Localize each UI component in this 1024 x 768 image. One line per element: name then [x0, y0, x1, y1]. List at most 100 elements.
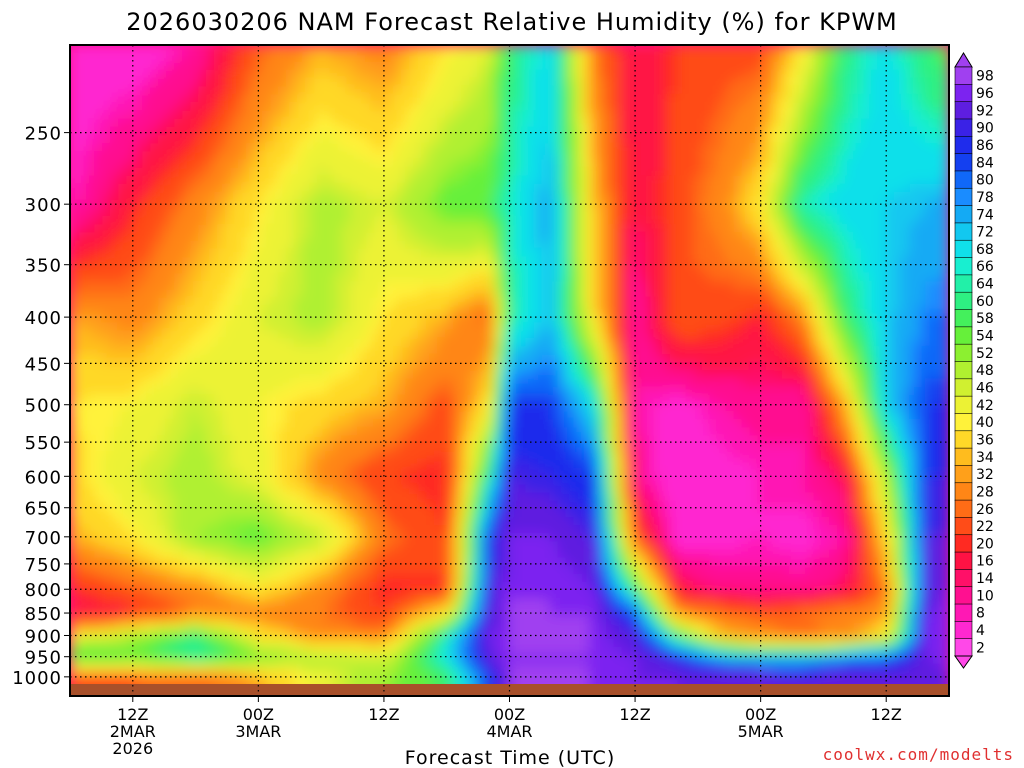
heatmap-cell [877, 175, 886, 185]
heatmap-cell [917, 207, 926, 217]
heatmap-cell [925, 77, 934, 87]
heatmap-cell [917, 386, 926, 396]
heatmap-cell [149, 53, 159, 63]
heatmap-cell [85, 256, 95, 266]
heatmap-cell [693, 110, 703, 120]
heatmap-cell [749, 329, 759, 339]
heatmap-cell [869, 199, 878, 209]
heatmap-cell [285, 232, 295, 242]
heatmap-cell [509, 77, 519, 87]
heatmap-cell [501, 126, 511, 136]
heatmap-cell [805, 215, 814, 225]
heatmap-cell [677, 199, 687, 209]
heatmap-cell [677, 158, 687, 168]
heatmap-cell [901, 134, 910, 144]
heatmap-cell [229, 297, 239, 307]
heatmap-cell [797, 85, 806, 95]
heatmap-cell [829, 93, 838, 103]
heatmap-cell [557, 53, 567, 63]
heatmap-cell [741, 45, 751, 54]
heatmap-cell [70, 134, 79, 144]
heatmap-cell [397, 232, 407, 242]
heatmap-cell [837, 150, 846, 160]
heatmap-cell [93, 45, 103, 54]
heatmap-cell [501, 297, 511, 307]
heatmap-cell [709, 77, 719, 87]
heatmap-cell [781, 69, 790, 79]
heatmap-cell [365, 264, 375, 274]
heatmap-cell [181, 313, 191, 323]
heatmap-cell [861, 256, 870, 266]
heatmap-cell [829, 297, 838, 307]
heatmap-cell [845, 329, 854, 339]
heatmap-cell [445, 370, 455, 380]
heatmap-cell [309, 362, 319, 372]
heatmap-cell [373, 337, 383, 347]
heatmap-cell [525, 158, 535, 168]
heatmap-cell [717, 142, 727, 152]
heatmap-cell [245, 61, 255, 71]
heatmap-cell [605, 142, 615, 152]
heatmap-cell [637, 280, 647, 290]
heatmap-cell [413, 362, 423, 372]
heatmap-cell [333, 403, 343, 412]
heatmap-cell [341, 321, 351, 331]
heatmap-cell [229, 207, 239, 217]
heatmap-cell [477, 313, 487, 323]
heatmap-cell [701, 207, 711, 217]
heatmap-cell [717, 240, 727, 250]
heatmap-cell [549, 240, 559, 250]
heatmap-cell [909, 142, 918, 152]
heatmap-cell [941, 158, 949, 168]
heatmap-cell [525, 175, 535, 185]
heatmap-cell [925, 403, 934, 412]
heatmap-cell [573, 272, 583, 282]
heatmap-cell [317, 403, 327, 412]
heatmap-cell [197, 126, 207, 136]
heatmap-cell [445, 45, 455, 54]
heatmap-cell [149, 411, 159, 421]
heatmap-cell [461, 158, 471, 168]
heatmap-cell [845, 53, 854, 63]
heatmap-cell [901, 321, 910, 331]
heatmap-cell [165, 313, 175, 323]
heatmap-cell [925, 232, 934, 242]
heatmap-cell [389, 394, 399, 404]
heatmap-cell [397, 150, 407, 160]
heatmap-cell [773, 167, 782, 176]
heatmap-cell [221, 142, 231, 152]
heatmap-cell [70, 167, 79, 176]
heatmap-cell [157, 191, 167, 201]
heatmap-cell [573, 337, 583, 347]
heatmap-cell [109, 411, 119, 421]
heatmap-cell [557, 224, 567, 233]
heatmap-cell [861, 134, 870, 144]
heatmap-cell [541, 224, 551, 233]
heatmap-cell [309, 118, 319, 128]
heatmap-cell [877, 378, 886, 388]
heatmap-cell [101, 45, 111, 54]
heatmap-cell [909, 313, 918, 323]
heatmap-cell [333, 321, 343, 331]
heatmap-cell [277, 77, 287, 87]
heatmap-cell [893, 53, 902, 63]
heatmap-cell [573, 93, 583, 103]
heatmap-cell [605, 297, 615, 307]
heatmap-cell [917, 191, 926, 201]
heatmap-cell [381, 297, 391, 307]
heatmap-cell [613, 264, 623, 274]
heatmap-cell [781, 394, 790, 404]
heatmap-cell [797, 280, 806, 290]
heatmap-cell [341, 337, 351, 347]
heatmap-cell [621, 289, 631, 299]
heatmap-cell [789, 256, 798, 266]
heatmap-cell [117, 183, 127, 193]
heatmap-cell [165, 167, 175, 176]
heatmap-cell [469, 207, 479, 217]
heatmap-cell [501, 280, 511, 290]
heatmap-cell [141, 386, 151, 396]
heatmap-cell [629, 256, 639, 266]
heatmap-cell [669, 101, 679, 111]
heatmap-cell [573, 118, 583, 128]
heatmap-cell [661, 386, 671, 396]
